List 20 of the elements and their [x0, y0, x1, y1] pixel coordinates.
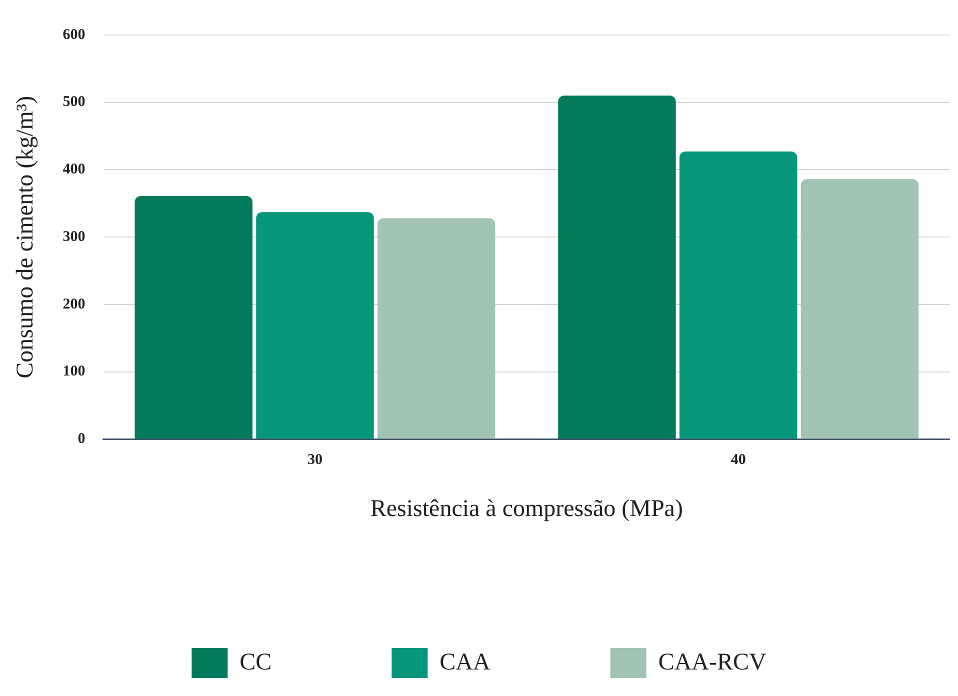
- x-axis-title: Resistência à compressão (MPa): [370, 496, 683, 522]
- bar: [558, 96, 676, 439]
- bar: [256, 212, 374, 439]
- x-tick-label: 40: [730, 452, 746, 468]
- bar: [679, 152, 798, 439]
- bar: [800, 179, 919, 439]
- x-tick-label: 30: [307, 452, 322, 468]
- y-tick-label: 600: [62, 26, 86, 43]
- legend-label: CC: [240, 649, 272, 676]
- y-tick-label: 0: [78, 431, 86, 448]
- y-tick-label: 400: [62, 162, 86, 178]
- y-axis-title: Consumo de cimento (kg/m³): [12, 96, 39, 378]
- y-tick-label: 200: [62, 296, 86, 312]
- bar: [134, 196, 252, 439]
- legend-label: CAA-RCV: [658, 649, 768, 676]
- y-tick-label: 300: [62, 228, 86, 245]
- legend-label: CAA: [440, 649, 492, 676]
- y-tick-label: 500: [62, 94, 86, 110]
- bar: [377, 218, 496, 439]
- y-tick-label: 100: [62, 364, 86, 380]
